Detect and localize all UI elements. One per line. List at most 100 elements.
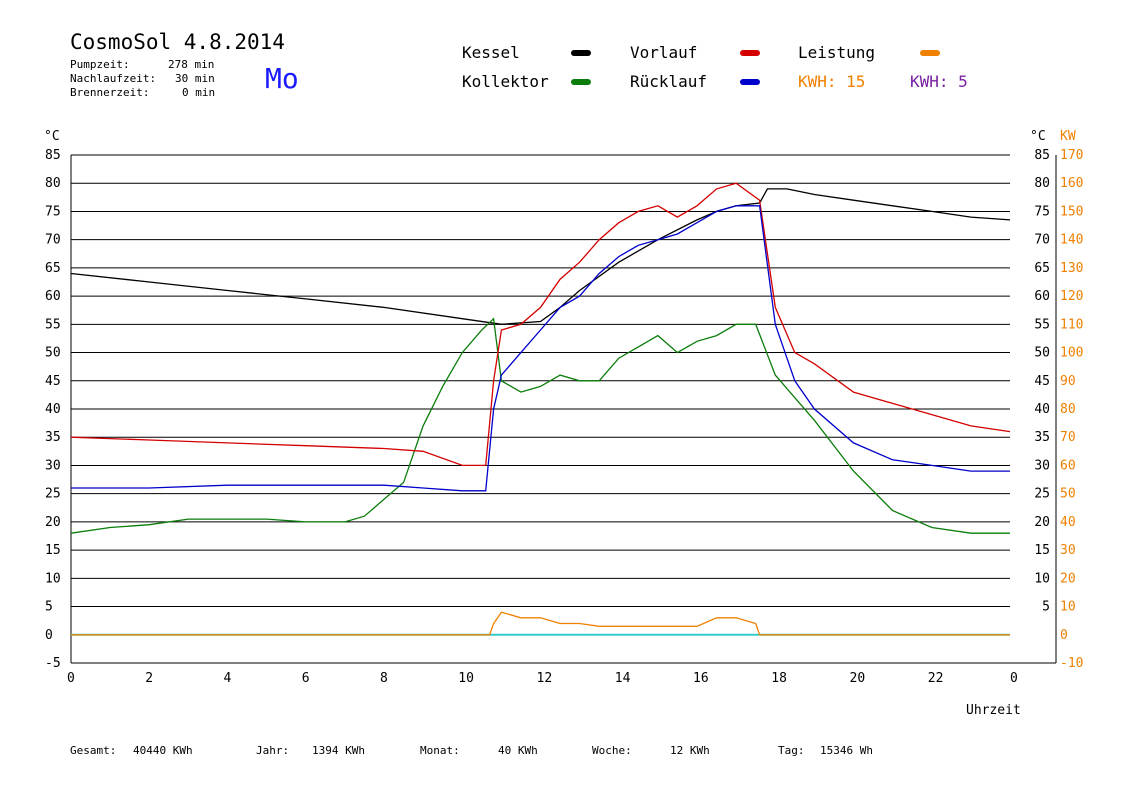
kw-tick-6: 50 — [1060, 487, 1076, 502]
y-tick-right-1: 10 — [1034, 571, 1050, 586]
y-tick-left-12: 55 — [45, 317, 61, 332]
y-unit-right-1: °C — [1030, 129, 1046, 144]
kw-tick-3: 20 — [1060, 571, 1076, 586]
kw-tick-5: 40 — [1060, 515, 1076, 530]
x-tick-0: 0 — [67, 671, 75, 686]
stat-label-2: Brennerzeit: — [70, 86, 150, 99]
day-label: Mo — [265, 62, 299, 95]
y-tick-left-16: 75 — [45, 204, 61, 219]
y-unit-right-2: KW — [1060, 129, 1076, 144]
series-line-4 — [71, 611, 1010, 636]
stat-label-0: Pumpzeit: — [70, 58, 130, 71]
stat-value-2: 0 min — [182, 86, 216, 99]
legend-swatch-kollektor — [571, 79, 591, 85]
x-tick-12: 0 — [1010, 671, 1018, 686]
y-tick-right-7: 40 — [1034, 402, 1050, 417]
kw-tick-9: 80 — [1060, 402, 1076, 417]
y-tick-left-8: 35 — [45, 430, 61, 445]
footer-label-0: Gesamt: — [70, 744, 117, 757]
y-tick-left-9: 40 — [45, 402, 61, 417]
y-tick-left-6: 25 — [45, 487, 61, 502]
footer-label-2: Monat: — [420, 744, 460, 757]
x-tick-8: 16 — [693, 671, 709, 686]
kw-tick-4: 30 — [1060, 543, 1076, 558]
x-tick-10: 20 — [850, 671, 866, 686]
x-axis-label: Uhrzeit — [966, 703, 1021, 718]
y-tick-left-17: 80 — [45, 176, 61, 191]
tick-labels: -505101520253035404550556065707580855101… — [45, 148, 1083, 686]
footer-value-0: 40440 KWh — [133, 744, 193, 757]
x-tick-5: 10 — [458, 671, 474, 686]
y-tick-right-6: 35 — [1034, 430, 1050, 445]
kw-tick-7: 60 — [1060, 458, 1076, 473]
y-tick-right-9: 50 — [1034, 346, 1050, 361]
y-tick-right-15: 80 — [1034, 176, 1050, 191]
y-tick-left-18: 85 — [45, 148, 61, 163]
legend-kwh-2: KWH: 5 — [910, 72, 968, 91]
y-tick-left-2: 5 — [45, 600, 53, 615]
series-line-3 — [71, 205, 1010, 492]
temperature-chart: -505101520253035404550556065707580855101… — [44, 129, 1083, 718]
kw-tick-1: 0 — [1060, 628, 1068, 643]
x-tick-4: 8 — [380, 671, 388, 686]
kw-tick-10: 90 — [1060, 374, 1076, 389]
series-line-1 — [70, 317, 1010, 534]
legend-kessel: Kessel — [462, 43, 520, 62]
kw-tick-13: 120 — [1060, 289, 1083, 304]
kw-tick-16: 150 — [1060, 204, 1083, 219]
y-tick-left-5: 20 — [45, 515, 61, 530]
x-tick-1: 2 — [145, 671, 153, 686]
kw-tick-8: 70 — [1060, 430, 1076, 445]
y-tick-right-10: 55 — [1034, 317, 1050, 332]
kw-tick-18: 170 — [1060, 148, 1083, 163]
footer-label-4: Tag: — [778, 744, 805, 757]
chart-title: CosmoSol 4.8.2014 — [70, 30, 285, 54]
stat-label-1: Nachlaufzeit: — [70, 72, 157, 85]
kw-tick-0: -10 — [1060, 656, 1083, 671]
legend-swatch-leistung — [920, 50, 940, 56]
footer-label-1: Jahr: — [256, 744, 290, 757]
y-tick-left-7: 30 — [45, 458, 61, 473]
kw-tick-12: 110 — [1060, 317, 1083, 332]
legend-kwh-1: KWH: 15 — [798, 72, 866, 91]
footer-label-3: Woche: — [592, 744, 632, 757]
legend-swatch-vorlauf — [740, 50, 760, 56]
legend-swatches — [571, 50, 940, 85]
series-line-2 — [70, 182, 1011, 467]
legend-vorlauf: Vorlauf — [630, 43, 698, 62]
kw-tick-2: 10 — [1060, 600, 1076, 615]
stat-value-0: 278 min — [168, 58, 215, 71]
y-tick-right-16: 85 — [1034, 148, 1050, 163]
y-tick-left-14: 65 — [45, 261, 61, 276]
y-tick-left-4: 15 — [45, 543, 61, 558]
kw-tick-14: 130 — [1060, 261, 1083, 276]
y-tick-right-5: 30 — [1034, 458, 1050, 473]
y-tick-right-4: 25 — [1034, 487, 1050, 502]
x-tick-7: 14 — [615, 671, 631, 686]
y-tick-right-11: 60 — [1034, 289, 1050, 304]
y-unit-left: °C — [44, 129, 60, 144]
legend-ruecklauf: Rücklauf — [630, 72, 708, 91]
x-tick-2: 4 — [224, 671, 232, 686]
y-tick-right-2: 15 — [1034, 543, 1050, 558]
y-tick-left-10: 45 — [45, 374, 61, 389]
series-lines — [70, 182, 1011, 636]
footer-value-2: 40 KWh — [498, 744, 538, 757]
grid-lines — [71, 154, 1010, 636]
y-tick-left-13: 60 — [45, 289, 61, 304]
legend-kollektor: Kollektor — [462, 72, 549, 91]
x-tick-11: 22 — [928, 671, 944, 686]
y-tick-right-12: 65 — [1034, 261, 1050, 276]
footer-value-1: 1394 KWh — [312, 744, 365, 757]
y-tick-left-15: 70 — [45, 233, 61, 248]
kw-tick-15: 140 — [1060, 233, 1083, 248]
legend-leistung: Leistung — [798, 43, 876, 62]
y-tick-right-13: 70 — [1034, 233, 1050, 248]
series-line-0 — [70, 188, 1011, 325]
x-tick-3: 6 — [302, 671, 310, 686]
y-tick-right-0: 5 — [1042, 600, 1050, 615]
footer-value-4: 15346 Wh — [820, 744, 873, 757]
kw-tick-11: 100 — [1060, 346, 1083, 361]
x-tick-6: 12 — [537, 671, 553, 686]
y-tick-left-3: 10 — [45, 571, 61, 586]
